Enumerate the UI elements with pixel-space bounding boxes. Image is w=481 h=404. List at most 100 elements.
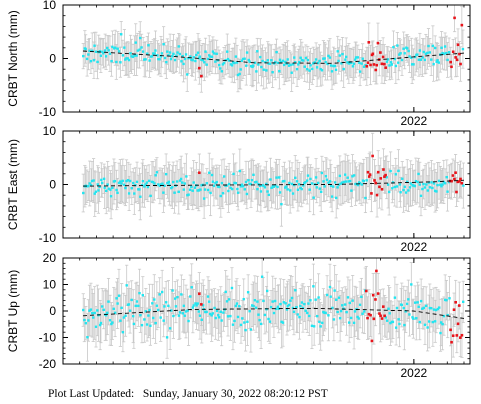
data-point xyxy=(296,313,299,316)
data-point xyxy=(407,189,410,192)
data-point-highlight xyxy=(365,289,368,293)
data-point xyxy=(385,60,389,63)
data-point xyxy=(272,62,276,65)
data-point xyxy=(312,62,315,65)
data-point xyxy=(302,59,305,62)
data-point xyxy=(243,57,246,60)
data-point xyxy=(94,50,98,53)
data-point xyxy=(253,181,257,184)
data-point xyxy=(413,184,417,188)
data-point xyxy=(352,321,356,325)
data-point xyxy=(143,185,146,188)
data-point-highlight xyxy=(451,174,455,177)
data-point xyxy=(272,185,275,189)
data-point xyxy=(427,44,430,48)
data-point xyxy=(98,185,101,189)
data-point xyxy=(134,41,137,44)
data-point xyxy=(312,196,315,199)
data-point xyxy=(385,319,389,322)
data-point xyxy=(407,298,410,301)
data-point xyxy=(312,285,315,288)
data-point xyxy=(398,183,402,186)
data-point xyxy=(203,188,207,191)
data-point-highlight xyxy=(457,304,461,307)
data-point xyxy=(260,65,263,69)
data-point xyxy=(417,305,420,308)
data-point-highlight xyxy=(454,56,457,59)
data-point xyxy=(107,187,110,190)
data-point xyxy=(351,175,354,178)
data-point xyxy=(189,55,192,58)
data-point xyxy=(393,57,397,61)
y-tick-label: -10 xyxy=(39,105,57,119)
data-point xyxy=(172,180,175,184)
data-point xyxy=(93,311,96,315)
data-point-highlight xyxy=(458,180,461,183)
data-point xyxy=(304,309,307,312)
data-point xyxy=(125,284,128,287)
data-point xyxy=(107,300,110,303)
data-point xyxy=(419,299,423,303)
data-point xyxy=(182,188,186,191)
data-point xyxy=(171,185,174,189)
data-point xyxy=(135,180,139,184)
data-point xyxy=(314,298,317,301)
data-point xyxy=(386,183,390,186)
data-point xyxy=(120,306,123,310)
data-point-highlight xyxy=(200,74,203,78)
data-point xyxy=(300,187,303,191)
data-point xyxy=(162,43,165,46)
data-point xyxy=(184,53,188,56)
data-point xyxy=(238,169,242,173)
data-point xyxy=(170,309,173,312)
data-point xyxy=(294,176,297,179)
data-point xyxy=(258,318,261,322)
data-point xyxy=(102,52,105,55)
data-point xyxy=(320,69,324,72)
data-point xyxy=(188,188,192,191)
data-point xyxy=(219,194,223,198)
data-point xyxy=(336,186,339,189)
data-point xyxy=(201,58,205,62)
y-tick-label: 0 xyxy=(49,178,56,192)
data-point xyxy=(326,62,329,66)
data-point xyxy=(426,326,429,329)
data-point xyxy=(445,298,448,302)
data-point xyxy=(412,317,415,320)
data-point xyxy=(222,311,225,314)
data-point xyxy=(104,314,108,317)
data-point xyxy=(233,181,236,185)
data-point xyxy=(262,184,265,188)
y-tick-label: 10 xyxy=(43,124,57,138)
data-point xyxy=(184,310,188,313)
data-point xyxy=(393,296,397,299)
data-point xyxy=(347,321,351,324)
data-point xyxy=(253,61,257,64)
data-point xyxy=(208,312,212,316)
data-point xyxy=(338,54,341,57)
data-point xyxy=(99,54,103,57)
data-point-highlight xyxy=(200,303,203,306)
data-point xyxy=(419,58,423,61)
data-point xyxy=(295,305,298,309)
data-point-highlight xyxy=(452,308,456,312)
data-point xyxy=(86,336,89,339)
data-point xyxy=(115,297,118,300)
data-point xyxy=(177,314,181,317)
data-point xyxy=(198,314,202,317)
data-point xyxy=(267,62,270,65)
data-point xyxy=(365,179,368,182)
data-point-highlight xyxy=(375,193,379,197)
data-point-highlight xyxy=(378,312,381,315)
data-point xyxy=(314,176,318,179)
data-point xyxy=(191,189,194,192)
data-point xyxy=(306,68,309,71)
data-point xyxy=(124,58,127,61)
data-point xyxy=(107,49,110,52)
data-point xyxy=(181,312,185,315)
data-point xyxy=(232,61,235,64)
data-point xyxy=(408,313,411,316)
data-point xyxy=(111,186,114,189)
data-point xyxy=(141,179,145,183)
data-point xyxy=(226,50,229,53)
